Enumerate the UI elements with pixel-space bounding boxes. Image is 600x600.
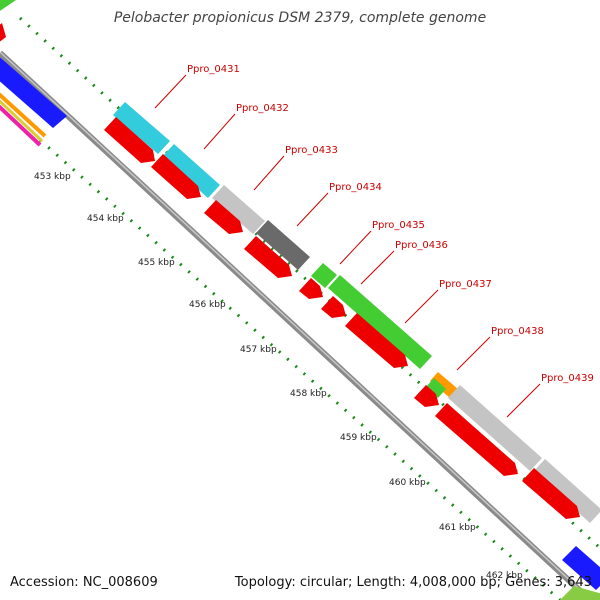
- gene-label-ppro-0431: Ppro_0431: [187, 64, 240, 75]
- cds-arrow-4: [244, 236, 292, 278]
- feature-lightgray-2: [448, 385, 542, 471]
- tick-label-454: 454 kbp: [87, 214, 124, 224]
- genome-backbone-highlight: [0, 51, 591, 600]
- tick-label-460: 460 kbp: [389, 478, 426, 488]
- leader-line-ppro-0435: [339, 230, 372, 265]
- feature-top-left-blue: [0, 57, 67, 128]
- feature-darkgray-1: [256, 220, 310, 270]
- cds-arrow-8: [414, 385, 439, 407]
- gene-label-ppro-0439: Ppro_0439: [541, 373, 594, 384]
- feature-green-1: [311, 263, 337, 288]
- feature-green-2: [328, 275, 432, 369]
- cds-arrow-3: [204, 200, 243, 234]
- leader-line-ppro-0437: [404, 289, 439, 324]
- gene-label-ppro-0437: Ppro_0437: [439, 279, 492, 290]
- feature-top-left-pink-band: [0, 104, 42, 147]
- gene-label-ppro-0438: Ppro_0438: [491, 326, 544, 337]
- genome-info-label: Topology: circular; Length: 4,008,000 bp…: [234, 575, 592, 590]
- cds-arrow-6: [321, 296, 346, 318]
- leader-line-ppro-0439: [506, 383, 541, 418]
- feature-top-left-yellow-band: [0, 99, 44, 143]
- cds-arrow-10: [522, 468, 580, 519]
- cds-arrow-2: [151, 154, 201, 199]
- leader-line-ppro-0436: [360, 250, 395, 285]
- feature-green-3: [426, 378, 446, 398]
- feature-cyan-1: [113, 102, 170, 154]
- inner-scale-line: [39, 138, 561, 600]
- gene-label-ppro-0435: Ppro_0435: [372, 220, 425, 231]
- cds-arrow-1: [104, 117, 155, 163]
- feature-orange-1: [430, 372, 458, 398]
- gene-label-ppro-0434: Ppro_0434: [329, 182, 382, 193]
- leader-line-ppro-0434: [296, 192, 329, 227]
- tick-label-459: 459 kbp: [340, 433, 377, 443]
- leader-line-ppro-0432: [203, 113, 236, 150]
- accession-label: Accession: NC_008609: [10, 575, 158, 590]
- tick-label-456: 456 kbp: [189, 300, 226, 310]
- gene-label-ppro-0433: Ppro_0433: [285, 145, 338, 156]
- tick-label-457: 457 kbp: [240, 345, 277, 355]
- feature-blue-bottom-right: [562, 546, 600, 590]
- map-title: Pelobacter propionicus DSM 2379, complet…: [113, 10, 487, 26]
- feature-lightgray-1: [212, 185, 265, 234]
- feature-top-left-green: [0, 0, 16, 11]
- gene-label-ppro-0432: Ppro_0432: [236, 103, 289, 114]
- leader-line-ppro-0433: [253, 155, 285, 191]
- gene-label-ppro-0436: Ppro_0436: [395, 240, 448, 251]
- leader-line-ppro-0431: [154, 74, 187, 109]
- feature-cyan-2: [162, 144, 220, 198]
- tick-label-453: 453 kbp: [34, 172, 71, 182]
- feature-top-left-red: [0, 23, 6, 42]
- feature-top-left-orange-band: [0, 92, 47, 138]
- tick-label-461: 461 kbp: [439, 523, 476, 533]
- cds-arrow-5: [299, 278, 323, 299]
- leader-line-ppro-0438: [456, 336, 491, 371]
- cds-arrow-9: [435, 403, 518, 476]
- feature-green-bottom-right: [560, 586, 600, 600]
- tick-label-455: 455 kbp: [138, 258, 175, 268]
- cds-arrow-7: [345, 313, 408, 368]
- tick-label-458: 458 kbp: [290, 389, 327, 399]
- tick-label-462: 462 kbp: [486, 571, 523, 581]
- feature-lightgray-3: [533, 459, 600, 523]
